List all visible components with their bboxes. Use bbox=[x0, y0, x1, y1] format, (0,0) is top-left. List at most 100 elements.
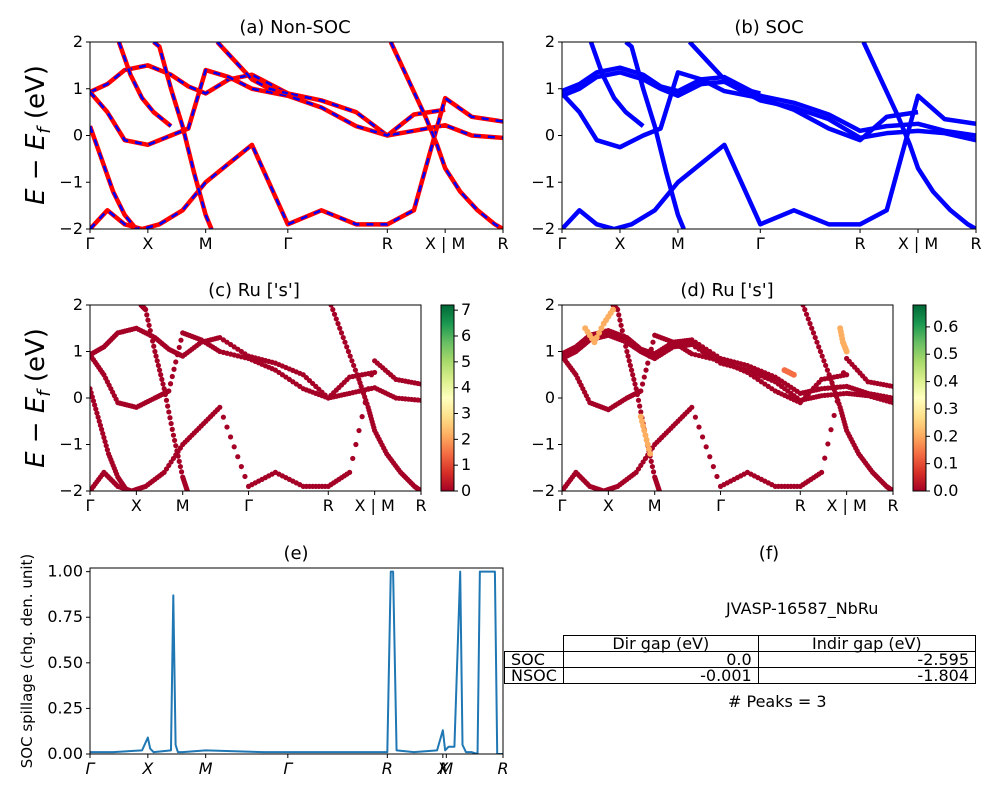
x-tick-label: R bbox=[323, 496, 334, 515]
band-point bbox=[639, 381, 646, 387]
band-point bbox=[166, 409, 172, 415]
colorbar-tick-label: 0.6 bbox=[933, 317, 958, 336]
band-point bbox=[235, 454, 241, 460]
colorbar-tick-label: 4 bbox=[461, 378, 471, 397]
band-point bbox=[103, 443, 109, 449]
band-point bbox=[124, 488, 130, 491]
band-point bbox=[632, 381, 638, 387]
x-tick-label: X | M bbox=[826, 496, 866, 515]
band-point bbox=[710, 463, 716, 470]
band-point bbox=[810, 330, 817, 336]
band-point-weighted bbox=[593, 334, 600, 341]
x-tick-label: R bbox=[497, 759, 508, 778]
band-point bbox=[337, 325, 343, 331]
band-point bbox=[648, 346, 654, 352]
band-point bbox=[418, 488, 421, 491]
panel-a-title: (a) Non-SOC bbox=[239, 17, 350, 38]
band-point bbox=[351, 362, 357, 369]
band-point bbox=[689, 404, 695, 410]
band-point bbox=[100, 430, 106, 437]
band-point bbox=[176, 344, 182, 351]
x-tick-label: Γ bbox=[756, 234, 765, 253]
y-tick-label: 1.00 bbox=[47, 562, 83, 581]
band-point bbox=[338, 330, 345, 336]
band-line bbox=[90, 95, 503, 229]
band-point bbox=[231, 444, 237, 450]
band-point bbox=[825, 441, 831, 447]
x-tick-label: M bbox=[176, 496, 190, 515]
x-tick-label: X bbox=[142, 234, 153, 253]
band-point bbox=[149, 338, 156, 344]
peaks-count: # Peaks = 3 bbox=[728, 692, 827, 711]
band-point bbox=[809, 325, 815, 331]
x-tick-label: Γ bbox=[283, 759, 293, 778]
y-tick-label: 1 bbox=[545, 342, 555, 361]
band-point bbox=[418, 381, 421, 387]
band-point-weighted bbox=[598, 325, 605, 332]
x-tick-label: R bbox=[415, 496, 426, 515]
band-point bbox=[707, 454, 713, 460]
plot-area-e bbox=[90, 570, 503, 754]
x-tick-label: X | M bbox=[898, 234, 938, 253]
band-point bbox=[626, 358, 632, 364]
band-point bbox=[153, 353, 159, 359]
y-tick-label: −1 bbox=[59, 435, 83, 454]
band-point bbox=[98, 426, 105, 432]
colorbar-tick-label: 0.0 bbox=[933, 481, 958, 500]
axes-frame bbox=[89, 304, 422, 492]
band-point bbox=[158, 372, 164, 378]
band-point bbox=[171, 366, 177, 372]
x-tick-label: M bbox=[671, 234, 685, 253]
band-point bbox=[637, 403, 643, 409]
y-tick-label: −2 bbox=[531, 219, 555, 238]
band-point bbox=[145, 317, 151, 323]
y-tick-label: 1 bbox=[545, 79, 555, 98]
band-point bbox=[714, 473, 720, 480]
y-tick-label: −2 bbox=[531, 481, 555, 500]
x-tick-label: R bbox=[497, 234, 508, 253]
band-point bbox=[805, 316, 811, 322]
band-point bbox=[342, 339, 348, 345]
band-point bbox=[90, 394, 95, 400]
band-point bbox=[347, 353, 353, 359]
svg-text:E − Ef (eV): E − Ef (eV) bbox=[21, 65, 55, 205]
band-point bbox=[800, 305, 806, 308]
band-point bbox=[102, 438, 108, 445]
band-point bbox=[335, 321, 341, 327]
band-point bbox=[617, 317, 623, 323]
colorbar-tick-label: 0 bbox=[461, 481, 471, 500]
x-tick-label: X bbox=[614, 234, 625, 253]
band-point bbox=[814, 339, 820, 345]
band-point bbox=[368, 372, 375, 378]
row-label: SOC bbox=[504, 651, 564, 668]
band-point bbox=[176, 458, 182, 464]
band-point bbox=[819, 469, 825, 475]
band-point bbox=[625, 353, 631, 359]
band-point bbox=[161, 386, 167, 392]
colorbar-tick-label: 3 bbox=[461, 404, 471, 423]
y-tick-label: 2 bbox=[545, 32, 555, 51]
band-point-weighted bbox=[640, 422, 647, 429]
material-name: JVASP-16587_NbRu bbox=[726, 599, 879, 618]
band-point bbox=[656, 488, 662, 491]
band-point bbox=[159, 376, 165, 382]
y-tick-label: 1 bbox=[73, 79, 83, 98]
x-tick-label: R bbox=[795, 496, 806, 515]
band-point-weighted bbox=[643, 436, 650, 443]
band-point bbox=[634, 391, 640, 398]
x-tick-label: Γ bbox=[558, 496, 567, 515]
band-point bbox=[822, 455, 828, 461]
x-tick-label: X bbox=[603, 496, 614, 515]
band-line bbox=[687, 42, 761, 96]
band-point bbox=[167, 381, 174, 387]
band-line bbox=[562, 93, 976, 229]
band-point bbox=[699, 434, 706, 440]
band-point bbox=[890, 383, 893, 389]
band-line-dashed bbox=[117, 42, 172, 128]
plot-area-d bbox=[562, 305, 893, 491]
svg-text:E − Ef (eV): E − Ef (eV) bbox=[21, 328, 55, 468]
colorbar-gradient bbox=[440, 304, 455, 492]
x-tick-label: X bbox=[141, 759, 154, 778]
band-point bbox=[151, 343, 157, 349]
panel-d: Γ X M Γ R X | M R −2 −1 0 1 2 0.0 0.1 0.2 0.3 0.4 0.5 0.6 bbox=[531, 295, 958, 515]
